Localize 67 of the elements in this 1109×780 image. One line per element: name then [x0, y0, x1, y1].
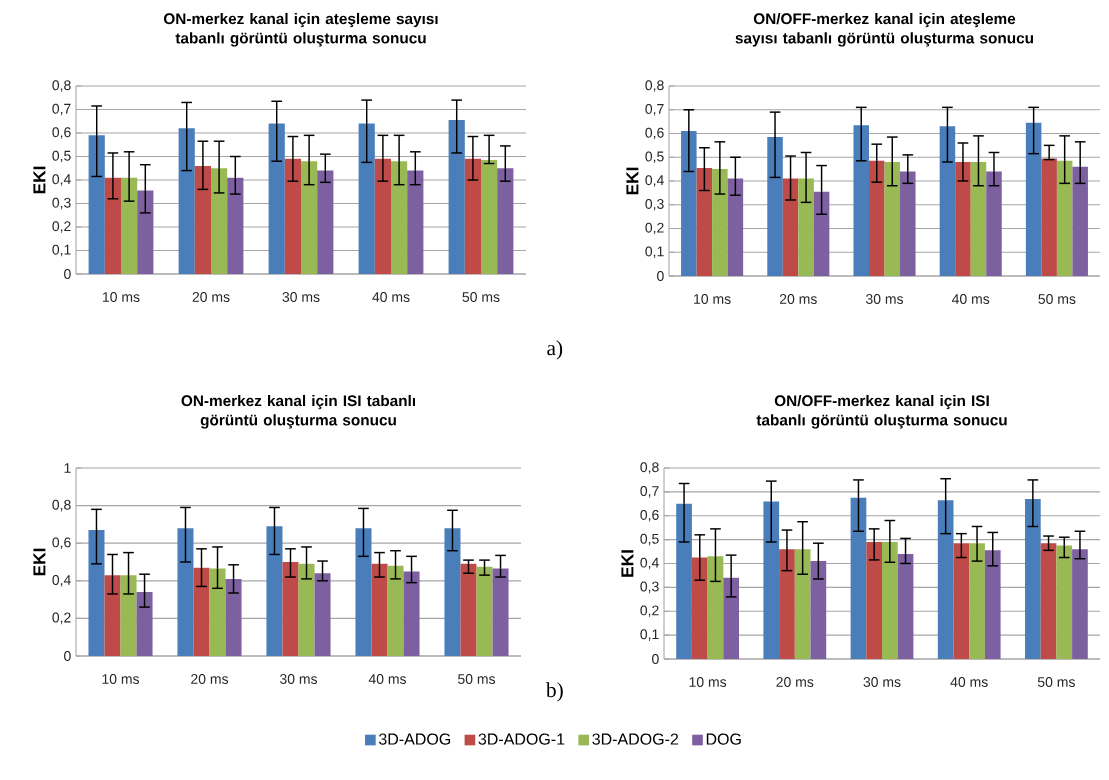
x-tick-label: 50 ms	[462, 292, 500, 302]
legend-label: DOG	[706, 733, 741, 745]
y-tick-label: 0,8	[640, 462, 659, 474]
x-tick-label: 40 ms	[951, 294, 990, 304]
y-tick-label: 0,6	[640, 509, 659, 522]
x-tick-label: 30 ms	[279, 674, 318, 684]
y-tick-label: 0,1	[640, 629, 659, 641]
y-tick-label: 0,8	[645, 80, 664, 92]
x-tick-label: 40 ms	[372, 292, 410, 302]
y-tick-label: 0	[64, 269, 71, 279]
x-tick-label: 10 ms	[102, 674, 140, 684]
x-tick-label: 50 ms	[1038, 294, 1076, 304]
y-tick-label: 0,7	[52, 103, 71, 116]
x-tick-label: 30 ms	[863, 677, 901, 687]
y-axis-title: EKI	[621, 550, 634, 577]
y-tick-label: 0,4	[640, 557, 659, 570]
x-tick-label: 20 ms	[191, 674, 229, 684]
y-tick-label: 0,7	[645, 103, 664, 116]
x-tick-label: 20 ms	[192, 292, 230, 302]
y-tick-label: 0,6	[52, 537, 71, 549]
x-tick-label: 10 ms	[689, 677, 727, 687]
chart-title: ON-merkez kanal için ateşleme sayısı tabanlı görüntü oluşturma sonucu	[163, 12, 438, 47]
chart-title: ON/OFF-merkez kanal için ISI tabanlı görüntü oluşturma sonucu	[756, 394, 1007, 429]
text: a)	[547, 340, 563, 360]
y-axis-title: EKI	[33, 166, 46, 194]
y-tick-label: 0,8	[52, 80, 71, 92]
legend-label: 3D-ADOG-1	[478, 733, 565, 745]
y-tick-label: 0,7	[640, 486, 659, 498]
y-axis-title: EKI	[626, 167, 639, 195]
y-tick-label: 1	[64, 463, 71, 473]
y-axis-title: EKI	[33, 548, 46, 576]
y-tick-label: 0,1	[645, 246, 664, 259]
y-tick-label: 0,5	[645, 151, 664, 164]
legend-label: 3D-ADOG	[378, 733, 451, 745]
y-tick-label: 0,5	[640, 533, 659, 546]
x-tick-label: 40 ms	[368, 674, 407, 684]
y-tick-label: 0,3	[640, 581, 659, 594]
y-tick-label: 0,2	[640, 605, 659, 618]
x-tick-label: 30 ms	[865, 294, 904, 304]
chart-title: ON-merkez kanal için ISI tabanlı görüntü oluşturma sonucu	[181, 394, 416, 429]
y-tick-label: 0	[64, 651, 71, 661]
y-tick-label: 0	[657, 271, 664, 281]
x-tick-label: 50 ms	[458, 674, 496, 684]
x-tick-label: 10 ms	[103, 292, 140, 302]
x-tick-label: 30 ms	[282, 292, 320, 302]
x-tick-label: 10 ms	[694, 294, 731, 304]
legend-label: 3D-ADOG-2	[592, 733, 679, 745]
x-tick-label: 50 ms	[1037, 677, 1075, 687]
y-tick-label: 0,4	[645, 175, 664, 187]
chart-title: ON/OFF-merkez kanal için ateşleme sayısı tabanlı görüntü oluşturma sonucu	[735, 12, 1034, 47]
y-tick-label: 0,2	[645, 222, 664, 235]
x-tick-label: 20 ms	[779, 294, 817, 304]
y-tick-label: 0,6	[52, 127, 71, 139]
x-tick-label: 20 ms	[776, 677, 814, 687]
y-tick-label: 0	[652, 654, 659, 664]
y-tick-label: 0,1	[52, 244, 71, 257]
y-tick-label: 0,2	[52, 221, 71, 233]
y-tick-label: 0,3	[52, 197, 71, 210]
y-tick-label: 0,5	[52, 150, 71, 163]
y-tick-label: 0,4	[52, 575, 71, 587]
text: b)	[545, 682, 563, 702]
y-tick-label: 0,2	[52, 612, 71, 625]
y-tick-label: 0,6	[645, 127, 664, 140]
y-tick-label: 0,4	[52, 174, 71, 186]
x-tick-label: 40 ms	[950, 677, 988, 687]
y-tick-label: 0,8	[52, 499, 71, 512]
y-tick-label: 0,3	[645, 198, 664, 211]
